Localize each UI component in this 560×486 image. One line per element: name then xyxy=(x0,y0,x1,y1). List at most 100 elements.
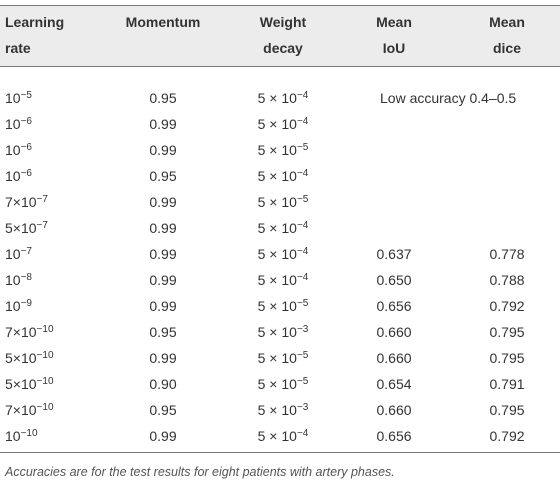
momentum-cell: 0.99 xyxy=(149,246,177,262)
exponent: −9 xyxy=(20,298,32,309)
momentum-cell: 0.90 xyxy=(149,376,177,392)
column-header: decay xyxy=(263,40,303,56)
exponent: −4 xyxy=(296,272,309,283)
learning-rate-cell: 7×10−10 xyxy=(5,324,54,340)
exponent: −3 xyxy=(296,402,309,413)
learning-rate-cell: 10−10 xyxy=(5,428,38,444)
learning-rate-cell: 5×10−10 xyxy=(5,376,54,392)
exponent: −4 xyxy=(296,168,309,179)
weight-decay-cell: 5 × 10−3 xyxy=(258,324,309,340)
exponent: −5 xyxy=(296,194,309,205)
base: 10 xyxy=(5,428,21,444)
weight-decay-cell: 5 × 10−4 xyxy=(258,272,309,288)
base: 10 xyxy=(5,246,21,262)
learning-rate-cell: 7×10−10 xyxy=(5,402,54,418)
top-rule xyxy=(0,5,560,6)
base: 5 × 10 xyxy=(257,168,297,184)
header-rule xyxy=(0,66,560,67)
base: 10 xyxy=(5,90,21,106)
momentum-cell: 0.99 xyxy=(149,428,177,444)
base: 7×10 xyxy=(5,324,37,340)
learning-rate-cell: 7×10−7 xyxy=(5,194,48,210)
mean-iou-cell: 0.660 xyxy=(376,402,412,418)
exponent: −4 xyxy=(296,428,309,439)
column-header: dice xyxy=(492,40,522,56)
exponent: −4 xyxy=(296,246,309,257)
base: 7×10 xyxy=(5,402,37,418)
learning-rate-cell: 10−9 xyxy=(5,298,32,314)
weight-decay-cell: 5 × 10−4 xyxy=(258,168,309,184)
base: 5×10 xyxy=(5,376,37,392)
exponent: −7 xyxy=(20,246,32,257)
base: 5 × 10 xyxy=(257,194,297,210)
mean-dice-cell: 0.791 xyxy=(489,376,525,392)
base: 5×10 xyxy=(5,220,37,236)
exponent: −10 xyxy=(36,376,54,387)
learning-rate-cell: 10−7 xyxy=(5,246,32,262)
mean-iou-cell: 0.656 xyxy=(376,298,412,314)
base: 5 × 10 xyxy=(257,142,297,158)
weight-decay-cell: 5 × 10−4 xyxy=(258,90,309,106)
base: 5 × 10 xyxy=(257,428,297,444)
exponent: −4 xyxy=(296,220,309,231)
weight-decay-cell: 5 × 10−5 xyxy=(258,350,309,366)
exponent: −6 xyxy=(20,142,32,153)
exponent: −10 xyxy=(20,428,38,439)
base: 5 × 10 xyxy=(257,116,297,132)
base: 10 xyxy=(5,168,21,184)
base: 5 × 10 xyxy=(257,298,297,314)
mean-dice-cell: 0.778 xyxy=(489,246,525,262)
momentum-cell: 0.95 xyxy=(149,90,177,106)
base: 10 xyxy=(5,116,21,132)
weight-decay-cell: 5 × 10−4 xyxy=(258,246,309,262)
mean-iou-cell: 0.650 xyxy=(376,272,412,288)
exponent: −7 xyxy=(36,194,48,205)
base: 10 xyxy=(5,142,21,158)
exponent: −10 xyxy=(36,402,54,413)
weight-decay-cell: 5 × 10−5 xyxy=(258,376,309,392)
mean-dice-cell: 0.788 xyxy=(489,272,525,288)
base: 5 × 10 xyxy=(257,272,297,288)
low-accuracy-note: Low accuracy 0.4–0.5 xyxy=(380,90,517,106)
header-background xyxy=(0,5,560,66)
exponent: −10 xyxy=(36,350,54,361)
bottom-rule xyxy=(0,452,560,453)
momentum-cell: 0.99 xyxy=(149,116,177,132)
column-header: IoU xyxy=(382,40,406,56)
base: 10 xyxy=(5,298,21,314)
base: 5 × 10 xyxy=(257,376,297,392)
exponent: −7 xyxy=(36,220,48,231)
base: 5 × 10 xyxy=(257,220,297,236)
exponent: −5 xyxy=(296,350,309,361)
column-header: Momentum xyxy=(125,14,201,30)
exponent: −6 xyxy=(20,116,32,127)
base: 5 × 10 xyxy=(257,90,297,106)
mean-iou-cell: 0.660 xyxy=(376,350,412,366)
momentum-cell: 0.99 xyxy=(149,298,177,314)
base: 10 xyxy=(5,272,21,288)
mean-iou-cell: 0.660 xyxy=(376,324,412,340)
learning-rate-cell: 10−6 xyxy=(5,142,32,158)
mean-dice-cell: 0.795 xyxy=(489,324,525,340)
weight-decay-cell: 5 × 10−4 xyxy=(258,428,309,444)
exponent: −6 xyxy=(20,168,32,179)
momentum-cell: 0.99 xyxy=(149,350,177,366)
weight-decay-cell: 5 × 10−5 xyxy=(258,194,309,210)
mean-dice-cell: 0.795 xyxy=(489,402,525,418)
weight-decay-cell: 5 × 10−5 xyxy=(258,298,309,314)
exponent: −5 xyxy=(296,376,309,387)
base: 5 × 10 xyxy=(257,324,297,340)
column-header: Learning xyxy=(5,14,65,30)
momentum-cell: 0.95 xyxy=(149,168,177,184)
base: 5 × 10 xyxy=(257,246,297,262)
exponent: −5 xyxy=(20,90,32,101)
mean-iou-cell: 0.654 xyxy=(376,376,412,392)
mean-iou-cell: 0.637 xyxy=(376,246,412,262)
base: 7×10 xyxy=(5,194,37,210)
exponent: −8 xyxy=(20,272,32,283)
column-header: Mean xyxy=(376,14,412,30)
learning-rate-cell: 10−6 xyxy=(5,116,32,132)
column-header: Mean xyxy=(489,14,525,30)
column-header: Weight xyxy=(259,14,307,30)
